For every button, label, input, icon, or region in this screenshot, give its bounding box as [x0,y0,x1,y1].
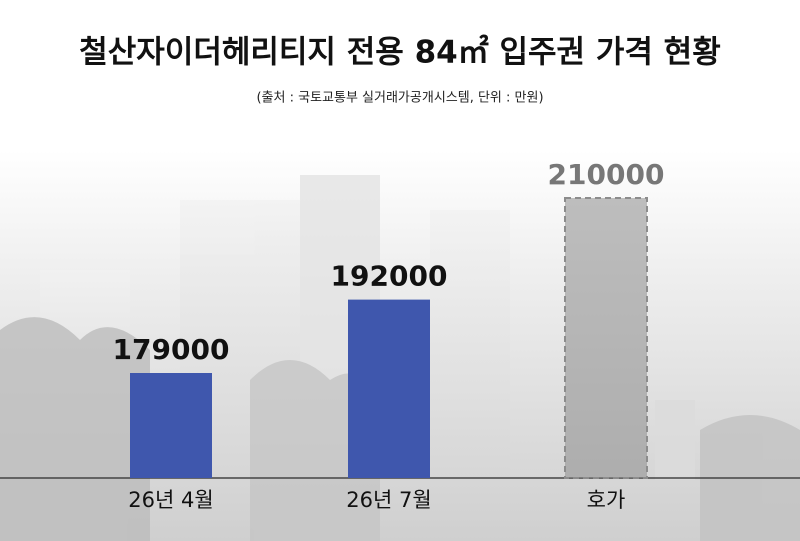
chart-title: 철산자이더헤리티지 전용 84㎡ 입주권 가격 현황 [79,35,720,71]
x-tick-label: 26년 4월 [128,488,213,512]
bar [130,373,212,478]
building-photo [0,175,800,541]
value-label: 192000 [331,260,448,293]
chart-subtitle: (출처 : 국토교통부 실거래가공개시스템, 단위 : 만원) [256,91,543,106]
value-label: 210000 [548,158,665,191]
x-tick-label: 26년 7월 [346,488,431,512]
bar [348,299,430,478]
value-label: 179000 [113,333,230,366]
x-tick-label: 호가 [587,488,626,512]
bar [564,197,648,479]
